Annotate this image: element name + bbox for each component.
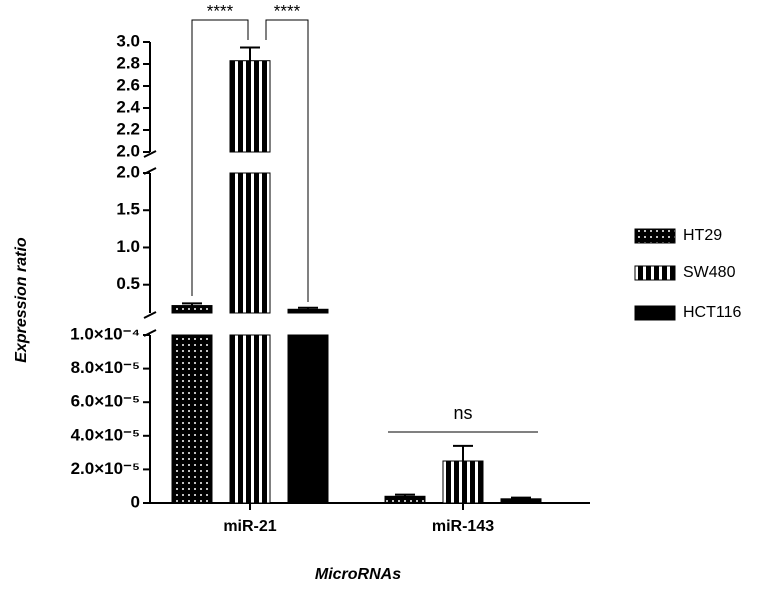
y-tick-label: 1.5 [116, 200, 140, 219]
bar [384, 495, 426, 504]
y-tick-label: 4.0×10⁻⁵ [71, 425, 140, 444]
y-tick-label: 2.2 [116, 119, 140, 138]
bar [229, 172, 271, 314]
bar [171, 334, 213, 504]
y-tick-label: 2.0×10⁻⁵ [71, 459, 140, 478]
legend-label: HCT116 [683, 304, 741, 321]
y-tick-label: 2.0 [116, 162, 140, 181]
legend-label: SW480 [683, 264, 736, 281]
y-tick-label: 0 [131, 492, 140, 511]
y-tick-label: 6.0×10⁻⁵ [71, 392, 140, 411]
y-tick-label: 3.0 [116, 31, 140, 50]
legend-swatch [634, 305, 676, 321]
annotation: **** [207, 1, 234, 20]
axis-break [143, 167, 157, 175]
bar [442, 460, 484, 504]
y-tick-label: 1.0 [116, 237, 140, 256]
y-tick-label: 2.0 [116, 141, 140, 160]
annotation: **** [274, 1, 301, 20]
y-tick-label: 2.4 [116, 97, 140, 116]
legend-swatch [634, 228, 676, 244]
x-tick-label: miR-21 [223, 518, 276, 535]
y-tick-label: 1.0×10⁻⁴ [70, 324, 140, 343]
bar [287, 334, 329, 504]
y-axis-title: Expression ratio [13, 237, 30, 363]
legend-swatch [634, 265, 676, 281]
bar [500, 498, 542, 504]
legend-label: HT29 [683, 227, 722, 244]
annotation: ns [453, 403, 472, 423]
y-tick-label: 0.5 [116, 274, 140, 293]
bar [287, 308, 329, 314]
y-tick-label: 8.0×10⁻⁵ [71, 358, 140, 377]
x-axis-title: MicroRNAs [315, 566, 401, 583]
bar [229, 60, 271, 153]
y-tick-label: 2.8 [116, 53, 140, 72]
bar [229, 334, 271, 504]
x-tick-label: miR-143 [432, 518, 494, 535]
axis-break [143, 150, 157, 158]
bar [171, 305, 213, 314]
significance-brackets [191, 19, 538, 433]
y-tick-label: 2.6 [116, 75, 140, 94]
axis-break [143, 311, 157, 319]
axis-break [143, 329, 157, 337]
